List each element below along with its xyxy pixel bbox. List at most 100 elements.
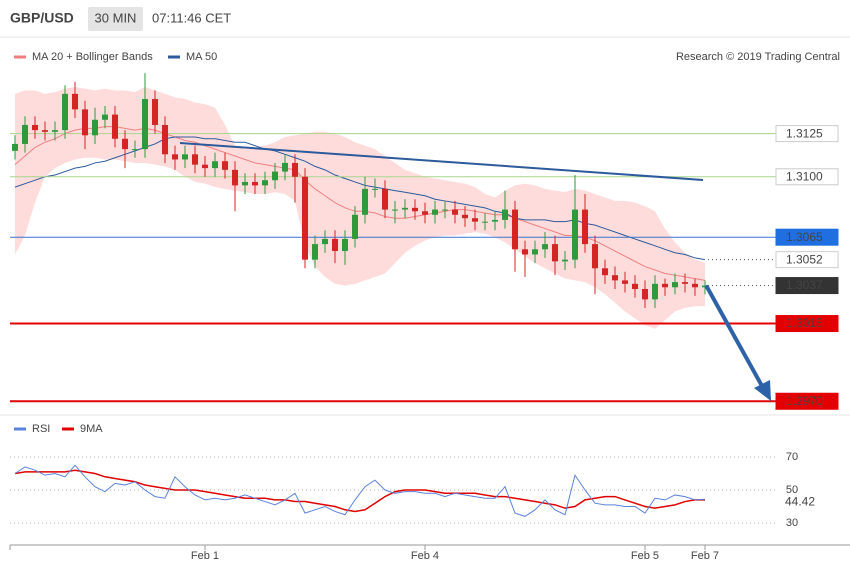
candle-body: [692, 283, 698, 288]
legend-label: MA 50: [186, 51, 217, 63]
candle-body: [472, 218, 478, 222]
candle-body: [452, 209, 458, 215]
forecast-arrow: [705, 285, 764, 388]
last-value-label: 44.42: [785, 494, 815, 508]
candle-body: [662, 283, 668, 288]
candle-body: [382, 188, 388, 210]
y-tick-label: 70: [786, 451, 798, 463]
timeframe-box: [88, 7, 143, 31]
candle-body: [642, 289, 648, 300]
level-label: 1.3015: [786, 316, 823, 330]
level-label-box: [775, 277, 839, 295]
candle-body: [372, 188, 378, 190]
level-label: 1.3052: [786, 252, 823, 266]
trend-line: [179, 142, 704, 181]
candle-body: [562, 259, 568, 262]
line-0: [14, 464, 706, 517]
candle-body: [52, 130, 58, 132]
timeframe: 30 MIN: [95, 10, 137, 25]
candle-body: [232, 169, 238, 186]
candle-body: [162, 124, 168, 155]
candle-body: [532, 249, 538, 255]
source: Research © 2019 Trading Central: [676, 51, 840, 63]
level-label-box: [775, 251, 839, 269]
label-layer: MA 20 + Bollinger Bands MA 50 1.3125 1.3100…: [9, 51, 839, 562]
chart-title: GBP/USD: [10, 10, 74, 26]
ma20-line: [14, 126, 706, 281]
candle-body: [62, 93, 68, 131]
candle-body: [122, 138, 128, 150]
candle-body: [242, 181, 248, 186]
candle-body: [362, 188, 368, 215]
line-1: [14, 469, 705, 513]
x-tick-label: Feb 7: [691, 550, 719, 562]
candle-body: [92, 119, 98, 136]
candle-body: [312, 244, 318, 260]
candle-body: [12, 143, 18, 151]
forecast-arrow-head: [754, 380, 771, 401]
main-layer: [12, 73, 708, 517]
level-label: 1.2970: [786, 394, 823, 408]
candle-body: [632, 283, 638, 290]
candle-body: [212, 161, 218, 169]
candle-body: [112, 114, 118, 139]
candle-body: [192, 154, 198, 165]
candle-body: [72, 93, 78, 110]
level-label-box: [775, 315, 839, 333]
candle-body: [32, 124, 38, 131]
level-label-box: [775, 228, 839, 246]
level-label: 1.3125: [786, 126, 823, 140]
candle-body: [152, 99, 158, 125]
candle-body: [22, 124, 28, 144]
candle-body: [482, 221, 488, 223]
x-tick-label: Feb 5: [631, 550, 659, 562]
level-label: 1.3037: [786, 278, 823, 292]
candle-body: [442, 209, 448, 211]
candle-body: [262, 180, 268, 186]
level-label: 1.3100: [786, 169, 823, 183]
x-tick-label: Feb 4: [411, 550, 439, 562]
candle-body: [512, 209, 518, 250]
candle-body: [272, 171, 278, 181]
candle-body: [492, 219, 498, 222]
candle-body: [462, 214, 468, 219]
level-label: 1.3065: [786, 230, 823, 244]
y-tick-label: 30: [786, 517, 798, 529]
candle-body: [542, 244, 548, 250]
candle-body: [222, 161, 228, 170]
candle-body: [412, 207, 418, 212]
candle-body: [502, 209, 508, 220]
candle-body: [622, 280, 628, 284]
candle-body: [652, 283, 658, 300]
ma50-line: [14, 136, 706, 261]
candle-body: [352, 214, 358, 239]
candle-body: [202, 164, 208, 169]
candle-body: [402, 207, 408, 210]
level-label-box: [775, 168, 839, 186]
candle-body: [592, 244, 598, 269]
candle-body: [142, 99, 148, 150]
level-label-box: [775, 392, 839, 410]
candle-body: [182, 154, 188, 160]
candle-body: [102, 114, 108, 120]
x-tick-label: Feb 1: [191, 550, 219, 562]
candle-body: [612, 275, 618, 281]
y-tick-label: 50: [786, 484, 798, 496]
candle-body: [332, 238, 338, 252]
candle-body: [42, 130, 48, 132]
candle-body: [582, 209, 588, 245]
bollinger-band: [15, 86, 705, 329]
legend-label: MA 20 + Bollinger Bands: [32, 51, 153, 63]
legend-label: RSI: [32, 423, 50, 435]
candle-body: [282, 162, 288, 172]
candle-body: [422, 211, 428, 215]
candle-body: [392, 209, 398, 211]
candle-body: [522, 249, 528, 255]
candle-body: [602, 268, 608, 276]
candle-body: [552, 244, 558, 262]
candle-body: [342, 238, 348, 252]
legend-label: 9MA: [80, 423, 103, 435]
candle-body: [302, 176, 308, 260]
time: 07:11:46 CET: [152, 10, 231, 25]
